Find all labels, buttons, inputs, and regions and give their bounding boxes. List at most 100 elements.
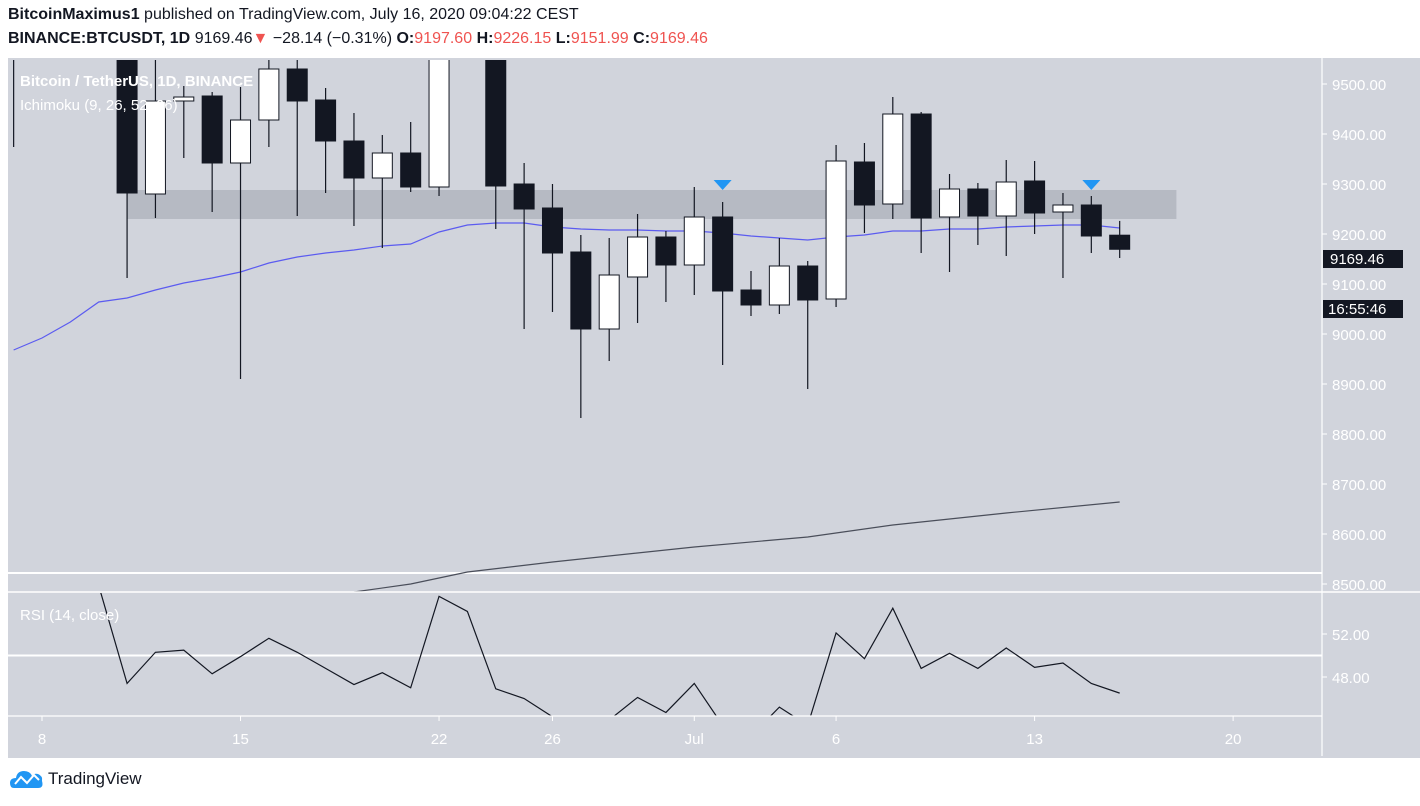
price-tick-label: 9300.00	[1332, 177, 1386, 194]
bull-candle-body	[144, 100, 166, 195]
candle	[768, 238, 790, 314]
price-tick-label: 8600.00	[1332, 527, 1386, 544]
candle	[825, 145, 847, 307]
candle	[570, 235, 592, 418]
tradingview-logo[interactable]: TradingView	[10, 768, 142, 790]
candle	[910, 112, 932, 253]
rsi-tick-label: 48.00	[1332, 670, 1370, 687]
bear-candle-body	[1024, 180, 1046, 214]
bear-candle-body	[797, 265, 819, 301]
candle	[995, 160, 1017, 256]
bull-candle-body	[428, 60, 450, 188]
brand-name: TradingView	[48, 769, 142, 788]
bear-candle-body	[457, 0, 477, 19]
bear-candle-body	[513, 183, 535, 210]
bull-candle-body	[1052, 204, 1074, 213]
candle	[541, 184, 563, 312]
candle	[428, 60, 450, 196]
candle	[853, 143, 875, 233]
rsi-line	[100, 593, 1120, 716]
candle	[1080, 196, 1102, 253]
bear-candle-body	[570, 251, 592, 330]
bear-candle-body	[853, 161, 875, 206]
bull-candle-body	[230, 119, 252, 164]
bear-candle-body	[910, 113, 932, 219]
bear-candle-body	[1080, 204, 1102, 237]
price-tick-label: 8900.00	[1332, 377, 1386, 394]
bar-countdown-label: 16:55:46	[1328, 301, 1386, 318]
long-moving-average-line	[353, 501, 1120, 592]
candle	[485, 60, 507, 229]
bull-candle-body	[995, 181, 1017, 217]
resistance-zone[interactable]	[127, 190, 1177, 219]
countdown-badge	[1323, 300, 1403, 318]
rsi-tick-label: 52.00	[1332, 627, 1370, 644]
price-change: −28.14 (−0.31%)	[272, 30, 393, 47]
bear-candle-body	[485, 60, 507, 187]
current-price-badge	[1323, 250, 1403, 268]
candle	[116, 60, 138, 278]
author-name[interactable]: BitcoinMaximus1	[8, 6, 140, 23]
rsi-pane[interactable]	[8, 586, 1322, 742]
price-tick-label: 9200.00	[1332, 227, 1386, 244]
price-tick-label: 9000.00	[1332, 327, 1386, 344]
price-tick-label: 9400.00	[1332, 127, 1386, 144]
bull-candle-body	[258, 68, 280, 121]
high-label: H:	[476, 30, 494, 47]
down-triangle-marker-icon	[713, 180, 732, 190]
time-tick-label: 22	[431, 731, 448, 748]
bear-candle-body	[315, 99, 337, 142]
bear-candle-body	[116, 60, 138, 194]
candle	[371, 135, 393, 248]
candle	[740, 271, 762, 316]
current-price-label: 9169.46	[1330, 251, 1384, 268]
bear-candle-body	[286, 68, 308, 102]
bull-candle-body	[882, 113, 904, 205]
bear-candle-body	[655, 236, 677, 266]
time-tick-label: 15	[232, 731, 249, 748]
rsi-legend[interactable]: RSI (14, close)	[20, 607, 120, 624]
price-pane[interactable]	[4, 0, 1322, 592]
time-tick-label: 8	[38, 731, 46, 748]
candle	[60, 0, 80, 49]
time-tick-label: 6	[832, 731, 840, 748]
candle	[1024, 161, 1046, 234]
bear-candle-body	[1109, 234, 1131, 250]
candle	[1109, 220, 1131, 259]
ichimoku-legend[interactable]: Ichimoku (9, 26, 52, 26)	[20, 97, 178, 114]
candle	[201, 92, 223, 212]
price-tick-label: 9100.00	[1332, 277, 1386, 294]
candle	[144, 60, 166, 218]
price-tick-label: 8700.00	[1332, 477, 1386, 494]
bull-candle-body	[627, 236, 649, 278]
bear-candle-body	[712, 216, 734, 292]
candle	[13, 60, 15, 147]
close-value: 9169.46	[650, 30, 708, 47]
series-legend: Bitcoin / TetherUS, 1D, BINANCE	[20, 73, 254, 90]
axes[interactable]: 9500.00 9400.00 9300.00 9200.00 9100.00 9000.…	[38, 77, 1403, 748]
bear-candle-body	[541, 207, 563, 254]
published-text: published on TradingView.com, July 16, 2…	[144, 6, 579, 23]
candle	[400, 122, 422, 192]
time-tick-label: 13	[1026, 731, 1043, 748]
bull-candle-body	[173, 96, 195, 102]
candle	[598, 238, 620, 361]
price-tick-label: 8500.00	[1332, 577, 1386, 594]
bear-candle-body	[400, 152, 422, 188]
candle	[230, 87, 252, 379]
time-tick-label: 20	[1225, 731, 1242, 748]
bear-candle-body	[740, 289, 762, 306]
bear-candle-body	[343, 140, 365, 179]
high-value: 9226.15	[493, 30, 552, 47]
chart-background	[8, 58, 1420, 758]
candle	[258, 60, 280, 147]
candle	[712, 202, 734, 365]
candle	[967, 183, 989, 245]
open-value: 9197.60	[414, 30, 473, 47]
bull-candle-body	[939, 188, 961, 218]
candle	[797, 261, 819, 389]
candle	[627, 214, 649, 323]
bull-candle-body	[598, 274, 620, 330]
open-label: O:	[396, 30, 415, 47]
